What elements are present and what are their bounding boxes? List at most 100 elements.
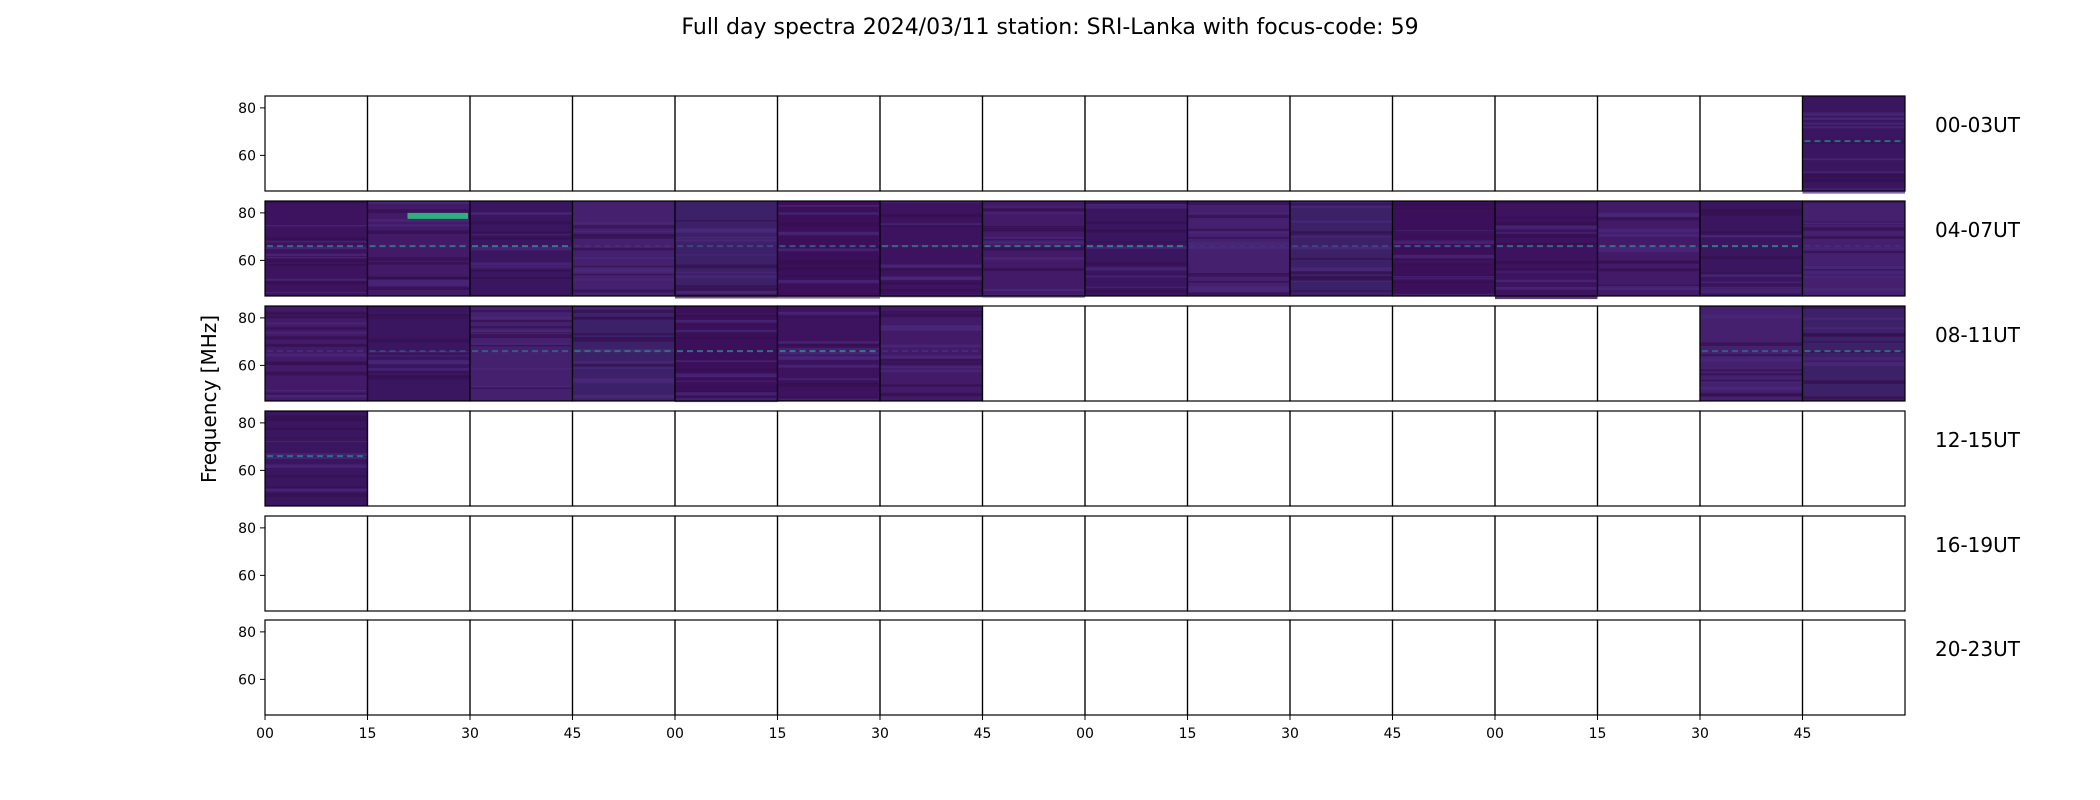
- spectrum-band: [777, 378, 880, 380]
- spectrum-band: [1085, 245, 1188, 249]
- spectrum-band: [982, 227, 1085, 232]
- panel-08-11UT-12: [1494, 305, 1599, 402]
- spectrum-fill: [1700, 306, 1803, 401]
- spectrum-band: [1802, 317, 1905, 320]
- spectrum-band: [880, 384, 983, 387]
- panel-08-11UT-5: [776, 305, 881, 402]
- spectrum-band: [367, 368, 470, 372]
- spectrum-band: [1187, 288, 1290, 292]
- panel-border: [674, 410, 779, 507]
- spectrum-band: [1085, 204, 1188, 207]
- spectrum-band: [265, 371, 368, 376]
- spectrum-band: [880, 225, 983, 227]
- burst-feature: [407, 212, 468, 219]
- spectrum-band: [1085, 275, 1188, 278]
- spectrum-band: [675, 368, 778, 372]
- panel-12-15UT-6: [879, 410, 984, 507]
- spectrum-band: [265, 389, 368, 392]
- spectrum-band: [777, 204, 880, 207]
- spectrum-band: [1495, 286, 1598, 290]
- spectrum-band: [367, 355, 470, 357]
- panel-04-07UT-2: [469, 200, 574, 297]
- panel-08-11UT-14: [1699, 305, 1804, 402]
- spectrum-band: [1802, 287, 1905, 292]
- panel-04-07UT-13: [1596, 200, 1701, 297]
- spectrum-band: [777, 248, 880, 252]
- panel-04-07UT-3: [571, 200, 676, 297]
- spectrum-band: [777, 348, 880, 351]
- x-tick-label: 30: [1281, 726, 1299, 742]
- spectrum-band: [572, 225, 675, 229]
- row-label: 16-19UT: [1935, 533, 2021, 557]
- spectrum-band: [367, 277, 470, 280]
- spectrum-band: [1802, 380, 1905, 383]
- spectrum-band: [1802, 171, 1905, 173]
- spectrum-fill: [1392, 201, 1495, 296]
- spectrum-band: [265, 415, 368, 419]
- panel-16-19UT-4: [674, 515, 779, 612]
- spectrum-band: [265, 237, 368, 240]
- panel-08-11UT-1: [366, 305, 471, 402]
- spectrum-band: [572, 257, 675, 260]
- panel-12-15UT-5: [776, 410, 881, 507]
- panel-border: [1596, 95, 1701, 192]
- spectrum-band: [470, 368, 573, 370]
- spectrum-band: [470, 233, 573, 235]
- panel-04-07UT-10: [1289, 200, 1394, 297]
- spectrum-band: [1700, 387, 1803, 390]
- spectrum-band: [675, 329, 778, 334]
- spectrum-band: [1597, 288, 1700, 290]
- spectrum-band: [1392, 203, 1495, 206]
- spectrum-band: [1290, 290, 1393, 292]
- spectrum-band: [265, 224, 368, 227]
- panel-border: [981, 410, 1086, 507]
- spectrum-band: [1187, 272, 1290, 277]
- spectrum-band: [1290, 257, 1393, 260]
- spectrum-band: [367, 375, 470, 378]
- spectrum-band: [1802, 140, 1905, 144]
- spectrum-band: [1187, 214, 1290, 219]
- panel-20-23UT-13: [1596, 619, 1701, 716]
- spectrum-band: [265, 393, 368, 395]
- spectrum-band: [1700, 379, 1803, 382]
- spectrum-band: [1290, 236, 1393, 239]
- spectrum-band: [1085, 267, 1188, 271]
- spectrum-band: [880, 264, 983, 267]
- panel-00-03UT-3: [571, 95, 676, 192]
- spectrum-band: [265, 278, 368, 281]
- panel-04-07UT-8: [1084, 200, 1189, 297]
- spectrum-band: [880, 276, 983, 280]
- panel-border: [469, 410, 574, 507]
- spectrum-band: [265, 256, 368, 259]
- spectrum-band: [1700, 235, 1803, 238]
- spectrum-band: [572, 278, 675, 281]
- panel-04-07UT-15: [1801, 200, 1906, 297]
- spectrum-band: [1700, 209, 1803, 212]
- panel-20-23UT-7: [981, 619, 1086, 716]
- panel-border: [1391, 95, 1496, 192]
- spectrum-band: [675, 331, 778, 335]
- panel-04-07UT-6: [879, 200, 984, 298]
- spectrum-band: [1700, 290, 1803, 294]
- panel-border: [1494, 410, 1599, 507]
- row-label: 00-03UT: [1935, 113, 2021, 137]
- spectrum-band: [777, 343, 880, 347]
- spectrum-band: [1187, 201, 1290, 205]
- spectrum-band: [367, 201, 470, 204]
- panel-08-11UT-3: [571, 305, 676, 402]
- spectrum-band: [1495, 216, 1598, 219]
- panel-08-11UT-2: [469, 305, 574, 402]
- spectrum-band: [1802, 341, 1905, 343]
- panel-16-19UT-1: [366, 515, 471, 612]
- panel-border: [1801, 410, 1906, 507]
- spectrum-band: [1495, 201, 1598, 204]
- spectrum-band: [777, 295, 880, 299]
- panel-00-03UT-2: [469, 95, 574, 192]
- spectrum-band: [1495, 225, 1598, 230]
- spectrum-band: [1290, 203, 1393, 208]
- panel-16-19UT-12: [1494, 515, 1599, 612]
- panel-04-07UT-4: [674, 200, 779, 299]
- y-tick-label: 60: [238, 253, 256, 269]
- panel-16-19UT-2: [469, 515, 574, 612]
- spectrum-band: [1802, 126, 1905, 129]
